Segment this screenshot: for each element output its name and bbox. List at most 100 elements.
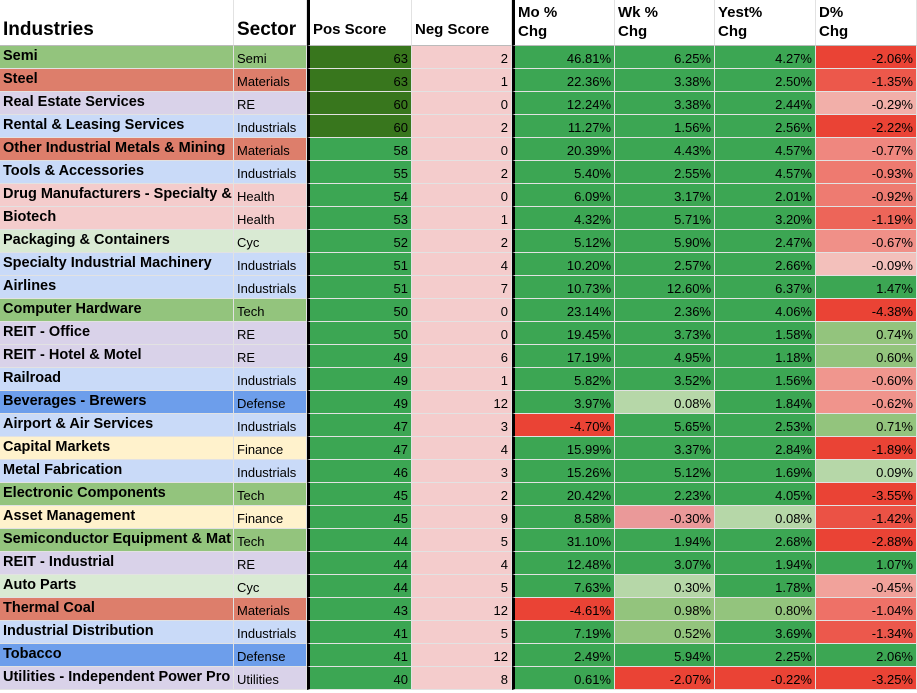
- pct-change: 4.43%: [674, 143, 711, 158]
- pct-change: 3.07%: [674, 557, 711, 572]
- sector-cell: Materials: [234, 598, 307, 621]
- pct-change: -0.09%: [871, 258, 913, 273]
- pct-change-cell: 6.37%: [715, 276, 816, 299]
- neg-score: 5: [500, 534, 508, 549]
- header-text: Wk %: [618, 4, 659, 21]
- pct-change: 6.37%: [775, 281, 812, 296]
- industry-name: Semi: [3, 48, 38, 64]
- pct-change: 12.60%: [666, 281, 711, 296]
- sector-cell: Finance: [234, 437, 307, 460]
- pct-change-cell: 3.20%: [715, 207, 816, 230]
- neg-score: 12: [493, 603, 508, 618]
- industry-cell: Metal Fabrication: [0, 460, 234, 483]
- pct-change-cell: 17.19%: [512, 345, 615, 368]
- pos-score: 44: [393, 580, 408, 595]
- neg-score: 4: [500, 557, 508, 572]
- pct-change: 3.38%: [674, 97, 711, 112]
- pos-score-cell: 49: [307, 368, 412, 391]
- pct-change: 20.42%: [566, 488, 611, 503]
- neg-score-cell: 1: [412, 368, 512, 391]
- sector-name: Finance: [237, 442, 284, 457]
- pct-change-cell: 0.98%: [615, 598, 715, 621]
- pct-change-cell: 12.24%: [512, 92, 615, 115]
- pct-change-cell: 4.27%: [715, 46, 816, 69]
- neg-score-cell: 0: [412, 138, 512, 161]
- neg-score: 3: [500, 465, 508, 480]
- header-text: D%: [819, 4, 844, 21]
- pct-change-cell: 5.94%: [615, 644, 715, 667]
- sector-name: Tech: [237, 534, 265, 549]
- sector-name: Industrials: [237, 626, 297, 641]
- pct-change: 10.20%: [566, 258, 611, 273]
- industry-name: Semiconductor Equipment & Mat: [3, 531, 231, 547]
- pct-change: 0.30%: [674, 580, 711, 595]
- neg-score: 7: [500, 281, 508, 296]
- industry-name: Utilities - Independent Power Pro: [3, 669, 231, 685]
- pct-change-cell: 8.58%: [512, 506, 615, 529]
- pct-change: 4.57%: [775, 166, 812, 181]
- sector-cell: Defense: [234, 391, 307, 414]
- neg-score: 0: [500, 304, 508, 319]
- pct-change: 0.80%: [775, 603, 812, 618]
- pct-change-cell: 0.30%: [615, 575, 715, 598]
- pct-change-cell: 5.40%: [512, 161, 615, 184]
- pct-change-cell: 2.06%: [816, 644, 917, 667]
- pct-change-cell: -2.06%: [816, 46, 917, 69]
- pct-change: 5.90%: [674, 235, 711, 250]
- industry-name: Computer Hardware: [3, 301, 142, 317]
- pct-change: -0.29%: [871, 97, 913, 112]
- pos-score-cell: 45: [307, 506, 412, 529]
- pct-change-cell: 2.56%: [715, 115, 816, 138]
- pos-score: 60: [393, 120, 408, 135]
- industry-cell: Thermal Coal: [0, 598, 234, 621]
- pct-change-cell: 1.84%: [715, 391, 816, 414]
- industry-cell: Beverages - Brewers: [0, 391, 234, 414]
- pos-score: 54: [393, 189, 408, 204]
- pos-score-cell: 41: [307, 621, 412, 644]
- pct-change-cell: 20.39%: [512, 138, 615, 161]
- industry-name: Other Industrial Metals & Mining: [3, 140, 226, 156]
- pct-change: 6.25%: [674, 51, 711, 66]
- pct-change-cell: -0.93%: [816, 161, 917, 184]
- column-header: Pos Score: [307, 0, 412, 46]
- pct-change: 4.95%: [674, 350, 711, 365]
- neg-score: 6: [500, 350, 508, 365]
- neg-score-cell: 1: [412, 69, 512, 92]
- pct-change-cell: 5.65%: [615, 414, 715, 437]
- sector-name: Industrials: [237, 465, 297, 480]
- neg-score: 2: [500, 166, 508, 181]
- header-text: Sector: [237, 19, 297, 40]
- header-text: Mo %: [518, 4, 558, 21]
- pct-change: -4.70%: [569, 419, 611, 434]
- sector-cell: Industrials: [234, 621, 307, 644]
- pct-change-cell: 12.48%: [512, 552, 615, 575]
- pct-change: -0.45%: [871, 580, 913, 595]
- pct-change: -1.35%: [871, 74, 913, 89]
- sector-name: Utilities: [237, 672, 279, 687]
- pos-score-cell: 46: [307, 460, 412, 483]
- pct-change: 1.94%: [674, 534, 711, 549]
- industry-cell: REIT - Office: [0, 322, 234, 345]
- sector-cell: Cyc: [234, 575, 307, 598]
- industry-name: Industrial Distribution: [3, 623, 154, 639]
- pct-change: 20.39%: [566, 143, 611, 158]
- header-text: Chg: [819, 23, 849, 40]
- pct-change: 8.58%: [574, 511, 611, 526]
- pct-change-cell: 2.57%: [615, 253, 715, 276]
- industry-cell: Industrial Distribution: [0, 621, 234, 644]
- pct-change-cell: -4.61%: [512, 598, 615, 621]
- sector-name: Industrials: [237, 419, 297, 434]
- pct-change: 15.99%: [566, 442, 611, 457]
- sector-cell: Tech: [234, 529, 307, 552]
- pos-score-cell: 63: [307, 46, 412, 69]
- pct-change: -2.07%: [669, 672, 711, 687]
- pct-change: 0.09%: [876, 465, 913, 480]
- sector-name: Materials: [237, 143, 290, 158]
- pct-change-cell: 0.74%: [816, 322, 917, 345]
- pct-change-cell: 1.69%: [715, 460, 816, 483]
- sector-cell: Defense: [234, 644, 307, 667]
- column-header: Sector: [234, 0, 307, 46]
- pct-change-cell: 2.01%: [715, 184, 816, 207]
- pct-change-cell: 1.56%: [715, 368, 816, 391]
- industry-name: Specialty Industrial Machinery: [3, 255, 212, 271]
